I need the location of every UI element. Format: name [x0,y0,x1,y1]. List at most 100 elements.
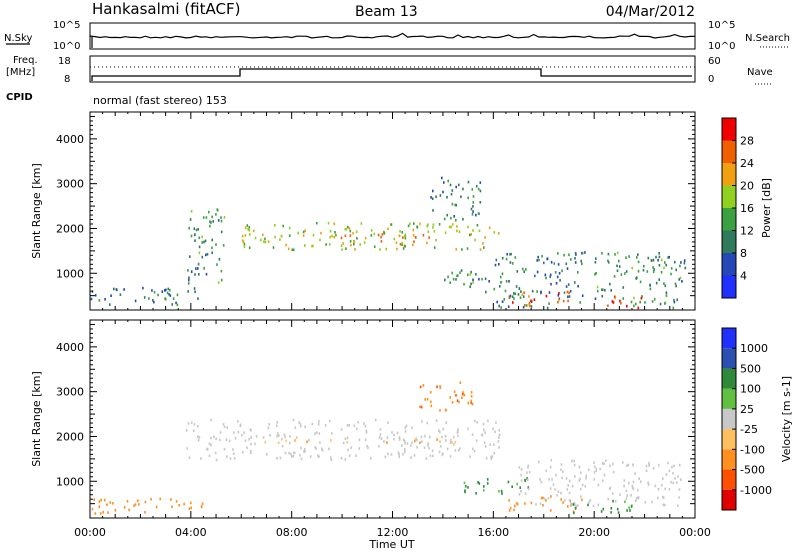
x-tick-label: 08:00 [276,526,308,539]
power-cell [312,244,314,248]
power-cell [381,233,384,236]
velocity-cell [150,497,152,501]
velocity-cell [391,431,393,434]
velocity-cell [593,471,596,474]
velocity-cell [229,457,232,460]
velocity-cell [277,441,280,445]
power-cell [472,195,475,198]
velocity-cell [410,456,412,459]
velocity-cell [439,409,441,412]
velocity-cell [661,483,663,487]
power-cell [574,261,577,264]
power-cell [325,243,327,246]
power-cell [165,288,167,292]
velocity-cell [421,440,423,443]
power-cell [675,268,677,272]
velocity-cell [425,457,428,460]
velocity-cell [542,503,544,507]
velocity-cell [459,381,462,384]
velocity-cell [581,483,584,487]
velocity-cell [560,491,562,495]
velocity-cell [477,481,479,484]
velocity-cell [592,504,595,508]
velocity-cell [206,447,208,451]
power-cell [320,231,322,235]
velocity-cell [524,502,526,505]
velocity-cell [293,451,295,455]
velocity-cell [155,505,158,509]
velocity-cell [134,503,137,506]
velocity-cell [668,469,671,473]
power-cell [333,222,335,226]
velocity-cell [393,433,395,437]
velocity-cell [404,430,407,433]
power-cell [274,235,276,239]
power-cell [469,273,472,276]
power-cell [264,240,267,244]
velocity-cell [667,461,669,465]
power-cell [349,229,352,233]
power-cell [252,229,255,233]
power-cell [442,190,444,194]
noise-left-label: N.Sky [4,33,32,44]
cpid-label: CPID [6,92,33,103]
velocity-cell [300,457,303,461]
power-cell [188,226,190,230]
velocity-cell [308,438,310,442]
power-cell [446,213,448,217]
velocity-cell [662,503,665,507]
power-cell [658,264,661,267]
power-cell [549,273,552,277]
velocity-heatmap [91,381,682,515]
power-cell [479,201,482,204]
velocity-cell [232,448,234,451]
velocity-cell [624,500,626,504]
power-cell [288,234,291,237]
power-cell [450,192,453,196]
power-cell [469,233,471,237]
power-cell [639,280,642,284]
velocity-cell [453,390,456,393]
power-cell [679,264,681,268]
velocity-cell [299,424,302,428]
power-cell [404,233,407,237]
velocity-cell [358,447,360,450]
velocity-cell [281,444,284,448]
power-cell [274,224,276,227]
power-cell [525,304,528,307]
velocity-cell [470,401,473,405]
velocity-cell [432,454,434,458]
velocity-cell [678,496,680,499]
power-cell [460,269,463,272]
velocity-cell [401,444,403,447]
velocity-cell [289,435,291,438]
velocity-cell [678,463,681,467]
power-cell [176,293,179,297]
power-cell [557,300,559,304]
power-cell [291,248,294,251]
power-cell [673,298,675,302]
velocity-cell [578,465,581,469]
power-cell [475,213,477,217]
velocity-cell [474,419,476,423]
velocity-cell [215,458,218,462]
velocity-cell [438,450,441,454]
velocity-colorbar-tick-label: 1000 [740,342,768,355]
power-cell [220,219,223,223]
velocity-cell [186,447,189,450]
velocity-cell [346,441,348,444]
power-cell [189,218,192,221]
power-cell [441,176,443,180]
power-cell [402,236,404,239]
power-cell [663,266,665,270]
power-cell [201,235,203,239]
power-cell [528,301,531,305]
velocity-cell [555,473,557,477]
velocity-cell [542,496,544,500]
velocity-cell [508,499,510,502]
velocity-cell [635,499,637,502]
velocity-cell [617,511,620,514]
power-cell [622,286,625,289]
power-cell [353,242,355,246]
velocity-cell [299,422,302,426]
